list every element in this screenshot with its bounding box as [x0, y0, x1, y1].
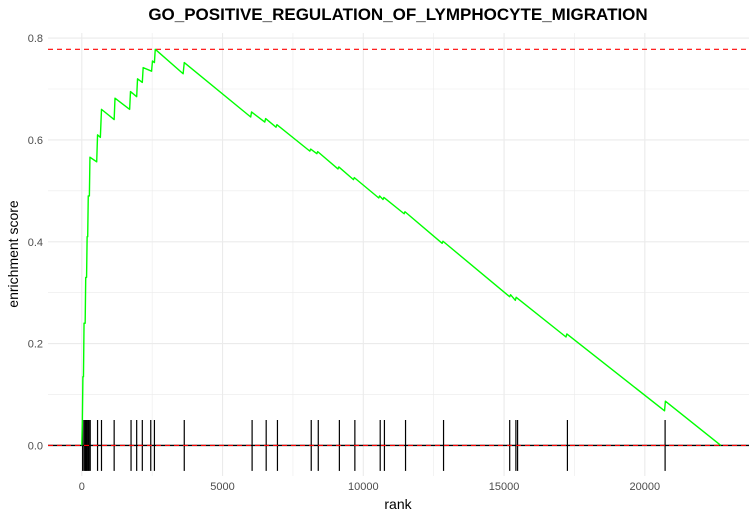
y-tick-label: 0.4 — [28, 237, 43, 249]
enrichment-score-line — [81, 48, 722, 446]
y-tick-label: 0.0 — [28, 440, 43, 452]
grid-layer — [48, 33, 749, 476]
y-tick-label: 0.2 — [28, 339, 43, 351]
lines-layer — [48, 48, 749, 447]
y-tick-label: 0.8 — [28, 33, 43, 45]
y-axis-title: enrichment score — [5, 200, 21, 308]
x-tick-label: 5000 — [210, 481, 234, 493]
x-tick-label: 20000 — [630, 481, 661, 493]
x-tick-label: 15000 — [489, 481, 520, 493]
chart-title: GO_POSITIVE_REGULATION_OF_LYMPHOCYTE_MIG… — [148, 5, 647, 24]
x-axis-title: rank — [384, 496, 412, 512]
ticks-layer: 0 5000 10000 15000 20000 0.0 0.2 0.4 0.6 0.8 — [28, 33, 660, 493]
y-tick-label: 0.6 — [28, 135, 43, 147]
x-tick-label: 10000 — [348, 481, 379, 493]
x-tick-label: 0 — [79, 481, 85, 493]
curve-layer — [81, 48, 722, 446]
